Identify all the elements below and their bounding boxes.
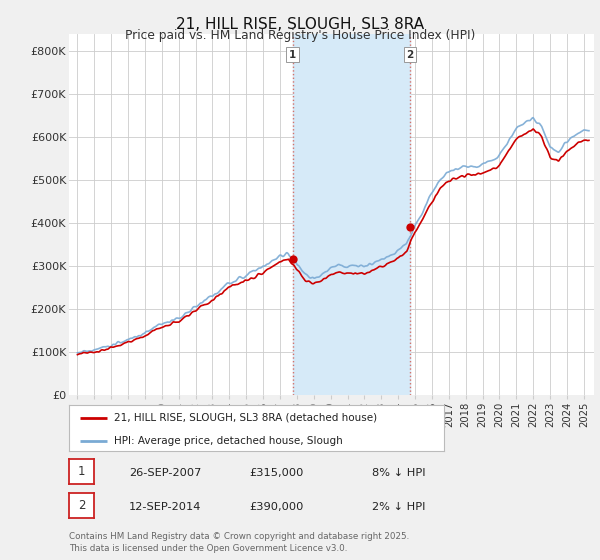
Text: 2: 2 [406, 50, 413, 60]
Text: 2: 2 [78, 499, 85, 512]
Text: Price paid vs. HM Land Registry's House Price Index (HPI): Price paid vs. HM Land Registry's House … [125, 29, 475, 42]
Text: 8% ↓ HPI: 8% ↓ HPI [372, 468, 425, 478]
Text: 21, HILL RISE, SLOUGH, SL3 8RA: 21, HILL RISE, SLOUGH, SL3 8RA [176, 17, 424, 32]
Text: 12-SEP-2014: 12-SEP-2014 [129, 502, 202, 512]
Text: £390,000: £390,000 [249, 502, 304, 512]
Text: HPI: Average price, detached house, Slough: HPI: Average price, detached house, Slou… [114, 436, 343, 446]
Text: 2% ↓ HPI: 2% ↓ HPI [372, 502, 425, 512]
Text: 26-SEP-2007: 26-SEP-2007 [129, 468, 202, 478]
Bar [293, 34, 410, 395]
Text: Contains HM Land Registry data © Crown copyright and database right 2025.
This d: Contains HM Land Registry data © Crown c… [69, 532, 409, 553]
Text: 21, HILL RISE, SLOUGH, SL3 8RA (detached house): 21, HILL RISE, SLOUGH, SL3 8RA (detached… [114, 413, 377, 423]
Text: 1: 1 [78, 465, 85, 478]
Text: 1: 1 [289, 50, 296, 60]
Text: £315,000: £315,000 [249, 468, 304, 478]
